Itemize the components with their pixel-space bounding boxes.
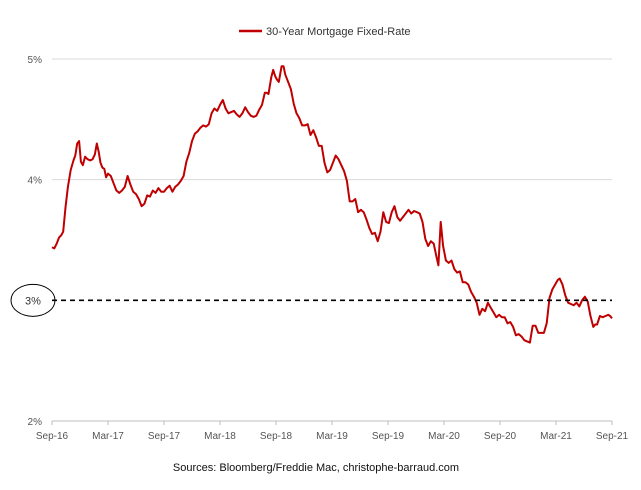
reference-circle — [10, 283, 56, 317]
x-tick-label: Sep-18 — [260, 431, 293, 442]
legend: 30-Year Mortgage Fixed-Rate — [239, 26, 411, 38]
x-tick-label: Sep-19 — [372, 431, 405, 442]
x-tick-label: Sep-21 — [596, 431, 629, 442]
x-tick-label: Mar-19 — [316, 431, 348, 442]
x-tick-label: Sep-17 — [148, 431, 181, 442]
reference-label: 3% — [25, 295, 41, 307]
x-tick-label: Sep-20 — [484, 431, 517, 442]
x-tick-label: Mar-18 — [204, 431, 236, 442]
y-tick-label: 2% — [28, 417, 43, 428]
x-tick-label: Sep-16 — [36, 431, 69, 442]
x-axis: Sep-16 Mar-17 Sep-17 Mar-18 Sep-18 Mar-19 Sep-… — [36, 420, 629, 442]
reference-line-group: 3% — [10, 283, 612, 317]
grid — [52, 58, 612, 181]
source-note: Sources: Bloomberg/Freddie Mac, christop… — [173, 462, 459, 474]
y-tick-label: 5% — [28, 55, 43, 66]
series-layer — [51, 65, 613, 344]
series-line — [51, 65, 613, 344]
y-axis-ticks: 5% 4% 2% — [28, 55, 43, 428]
legend-label: 30-Year Mortgage Fixed-Rate — [266, 26, 411, 38]
x-tick-label: Mar-17 — [92, 431, 124, 442]
x-tick-label: Mar-20 — [428, 431, 460, 442]
x-tick-label: Mar-21 — [540, 431, 572, 442]
y-tick-label: 4% — [28, 176, 43, 187]
